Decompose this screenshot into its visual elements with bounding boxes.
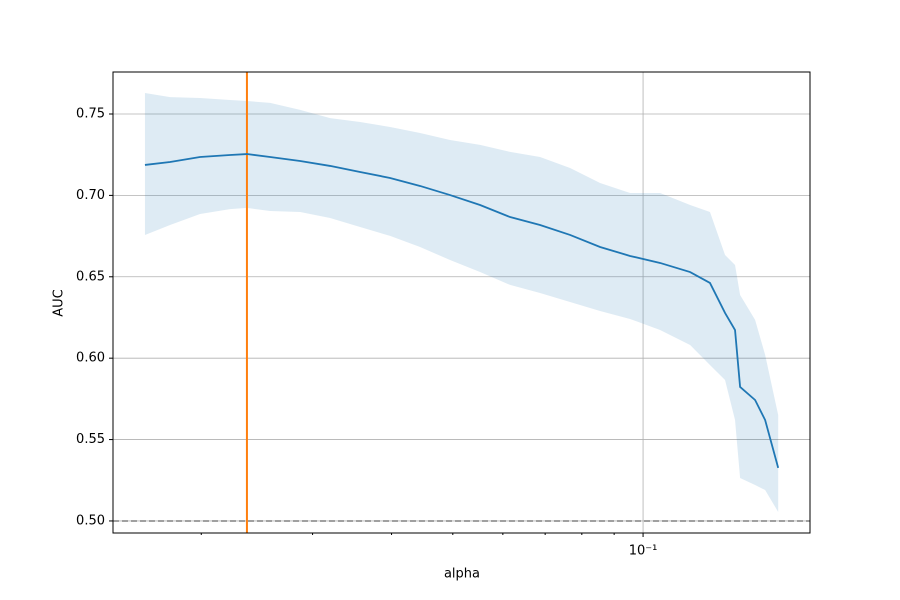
mean-line bbox=[144, 153, 780, 469]
y-tick-label: 0.55 bbox=[76, 432, 105, 447]
y-tick-label: 0.60 bbox=[76, 351, 105, 366]
y-axis-label: AUC bbox=[52, 289, 67, 317]
y-tick-label: 0.50 bbox=[76, 513, 105, 528]
y-tick-label: 0.75 bbox=[76, 106, 105, 121]
y-tick-label: 0.70 bbox=[76, 188, 105, 203]
y-tick-label: 0.65 bbox=[76, 269, 105, 284]
x-tick-label: 10⁻¹ bbox=[629, 544, 658, 559]
x-axis-label: alpha bbox=[444, 567, 480, 582]
plot-frame bbox=[112, 71, 811, 534]
confidence-band bbox=[144, 92, 779, 513]
